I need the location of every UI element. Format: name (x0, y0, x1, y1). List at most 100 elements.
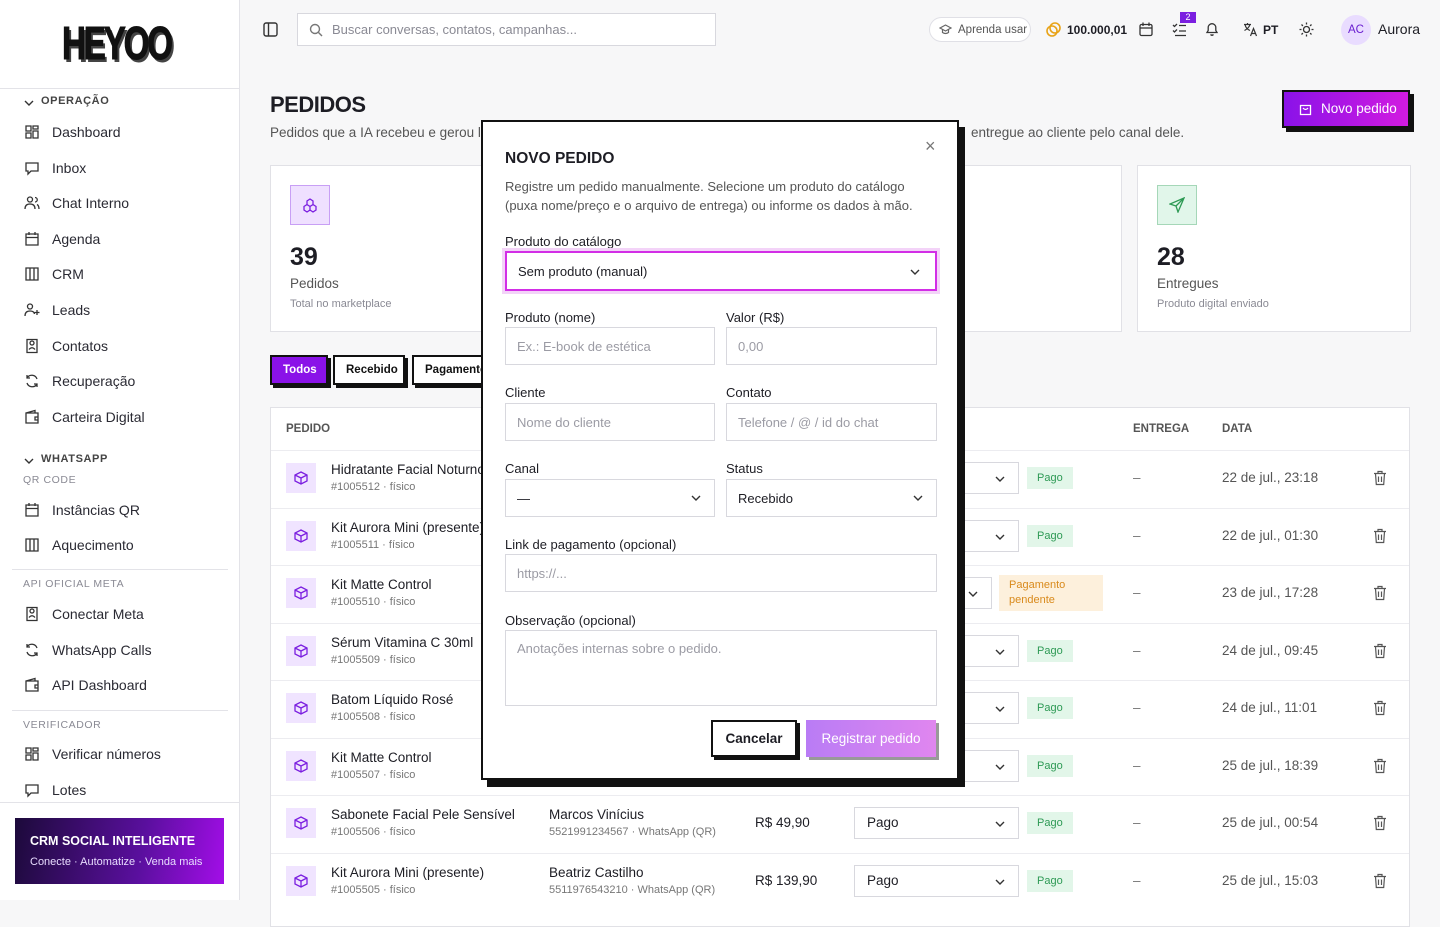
price-input[interactable]: 0,00 (726, 327, 937, 365)
name-input[interactable]: Ex.: E-book de estética (505, 327, 715, 365)
link-input[interactable]: https://... (505, 554, 937, 592)
order-meta: #1005508 · físico (331, 711, 416, 723)
product-name[interactable]: Sérum Vitamina C 30ml (331, 634, 474, 650)
icon-part (25, 747, 39, 761)
contact-input[interactable]: Telefone / @ / id do chat (726, 403, 937, 441)
icon-part (294, 643, 308, 658)
nav-item[interactable]: Conectar Meta (52, 606, 144, 622)
product-name[interactable]: Hidratante Facial Noturno (331, 462, 485, 477)
channel-select[interactable]: — (505, 479, 715, 517)
search-input[interactable]: Buscar conversas, contatos, campanhas... (297, 13, 716, 46)
divider (0, 88, 239, 89)
user-name[interactable]: Aurora (1378, 21, 1421, 37)
delete-button[interactable] (1373, 585, 1387, 601)
field-label: Valor (R$) (726, 310, 785, 325)
icon-part (995, 649, 1005, 655)
nav-item[interactable]: Chat Interno (52, 195, 130, 212)
calendar-icon[interactable] (1139, 22, 1153, 37)
delete-button[interactable] (1373, 873, 1387, 889)
nav-item[interactable]: Carteira Digital (52, 408, 145, 425)
delete-button[interactable] (1373, 470, 1387, 486)
icon-part (968, 591, 978, 597)
section-title[interactable]: API OFICIAL META (23, 578, 125, 590)
nav-item[interactable]: Lotes (52, 782, 87, 798)
status-select[interactable]: Recebido (726, 479, 937, 517)
icon (24, 231, 40, 247)
icon-part (294, 528, 308, 543)
filter-tab[interactable]: Todos (270, 355, 328, 385)
delete-button[interactable] (1373, 815, 1387, 831)
field-label: Cliente (505, 385, 546, 400)
translate-icon[interactable] (1243, 22, 1258, 37)
nav-item[interactable]: API Dashboard (52, 677, 147, 693)
product-name[interactable]: Kit Aurora Mini (presente) (331, 864, 485, 880)
product-name[interactable]: Kit Matte Control (331, 749, 432, 765)
submit-button[interactable]: Registrar pedido (806, 720, 936, 757)
delete-button[interactable] (1373, 758, 1387, 774)
nav-item[interactable]: Verificar números (52, 746, 161, 762)
icon-part (1374, 585, 1386, 601)
learn-button[interactable]: Aprenda usar (929, 17, 1031, 42)
order-value: R$ 139,90 (755, 872, 818, 888)
filter-tab[interactable]: Pagamento (412, 355, 492, 385)
nav-item[interactable]: WhatsApp Calls (52, 641, 152, 658)
language[interactable]: PT (1263, 23, 1279, 37)
nav-item[interactable]: Instâncias QR (52, 502, 140, 518)
bell-icon[interactable] (1205, 21, 1219, 37)
nav-item[interactable]: Recuperação (52, 373, 136, 390)
icon-part (25, 677, 39, 692)
nav-item[interactable]: Contatos (52, 337, 109, 354)
product-name[interactable]: Batom Líquido Rosé (331, 692, 454, 707)
delivery: – (1133, 872, 1141, 888)
icon-part (24, 100, 34, 106)
nav-item[interactable]: Dashboard (52, 124, 121, 140)
icon-part (995, 764, 1005, 770)
nav-item[interactable]: Agenda (52, 230, 101, 247)
cancel-button[interactable]: Cancelar (711, 720, 797, 757)
icon-part (1374, 470, 1386, 486)
section-title[interactable]: OPERAÇÃO (41, 95, 110, 107)
close-button[interactable]: × (925, 136, 936, 156)
product-icon (286, 693, 316, 723)
product-name[interactable]: Sabonete Facial Pele Sensível (331, 807, 515, 822)
stat-note: Total no marketplace (290, 298, 392, 310)
note-textarea[interactable]: Anotações internas sobre o pedido. (505, 630, 937, 706)
icon-part (25, 503, 39, 517)
section-title[interactable]: VERIFICADOR (23, 719, 102, 731)
nav-item[interactable]: Leads (52, 302, 91, 318)
icon (24, 124, 40, 140)
chevron[interactable] (23, 96, 35, 114)
customer-input[interactable]: Nome do cliente (505, 403, 715, 441)
order-meta: #1005510 · físico (331, 596, 416, 608)
delete-button[interactable] (1373, 643, 1387, 659)
collapse-icon[interactable] (263, 22, 278, 37)
chevron[interactable] (23, 454, 35, 472)
customer-contact: 5521991234567 · WhatsApp (QR) (549, 826, 716, 838)
delete-button[interactable] (1373, 700, 1387, 716)
catalog-select[interactable]: Sem produto (manual) (505, 251, 937, 291)
chevron (994, 646, 1006, 661)
promo-banner[interactable]: CRM SOCIAL INTELIGENTE Conecte · Automat… (15, 818, 224, 884)
status-badge: Pago (1027, 524, 1073, 547)
icon (24, 782, 40, 798)
filter-tab[interactable]: Recebido (333, 355, 405, 385)
avatar[interactable]: AC (1341, 15, 1371, 45)
delete-button[interactable] (1373, 528, 1387, 544)
tasks-icon[interactable] (1172, 22, 1187, 37)
nav-item[interactable]: CRM (52, 266, 84, 283)
product-name[interactable]: Kit Aurora Mini (presente) (331, 519, 485, 535)
icon-part (1299, 104, 1312, 116)
new-order-button[interactable]: Novo pedido (1282, 90, 1410, 128)
chevron (994, 876, 1006, 891)
placeholder: Ex.: E-book de estética (517, 338, 651, 354)
nav-item[interactable]: Inbox (52, 159, 87, 176)
button-label: Cancelar (725, 731, 783, 746)
nav-item[interactable]: Aquecimento (52, 537, 134, 553)
theme-icon[interactable] (1299, 22, 1314, 37)
icon-part (1374, 700, 1386, 716)
status-select[interactable]: Pago (854, 864, 1019, 897)
section-title[interactable]: WHATSAPP (41, 453, 108, 465)
status-select[interactable]: Pago (854, 807, 1019, 839)
logo[interactable]: HEYOO (62, 17, 174, 70)
product-name[interactable]: Kit Matte Control (331, 577, 432, 592)
